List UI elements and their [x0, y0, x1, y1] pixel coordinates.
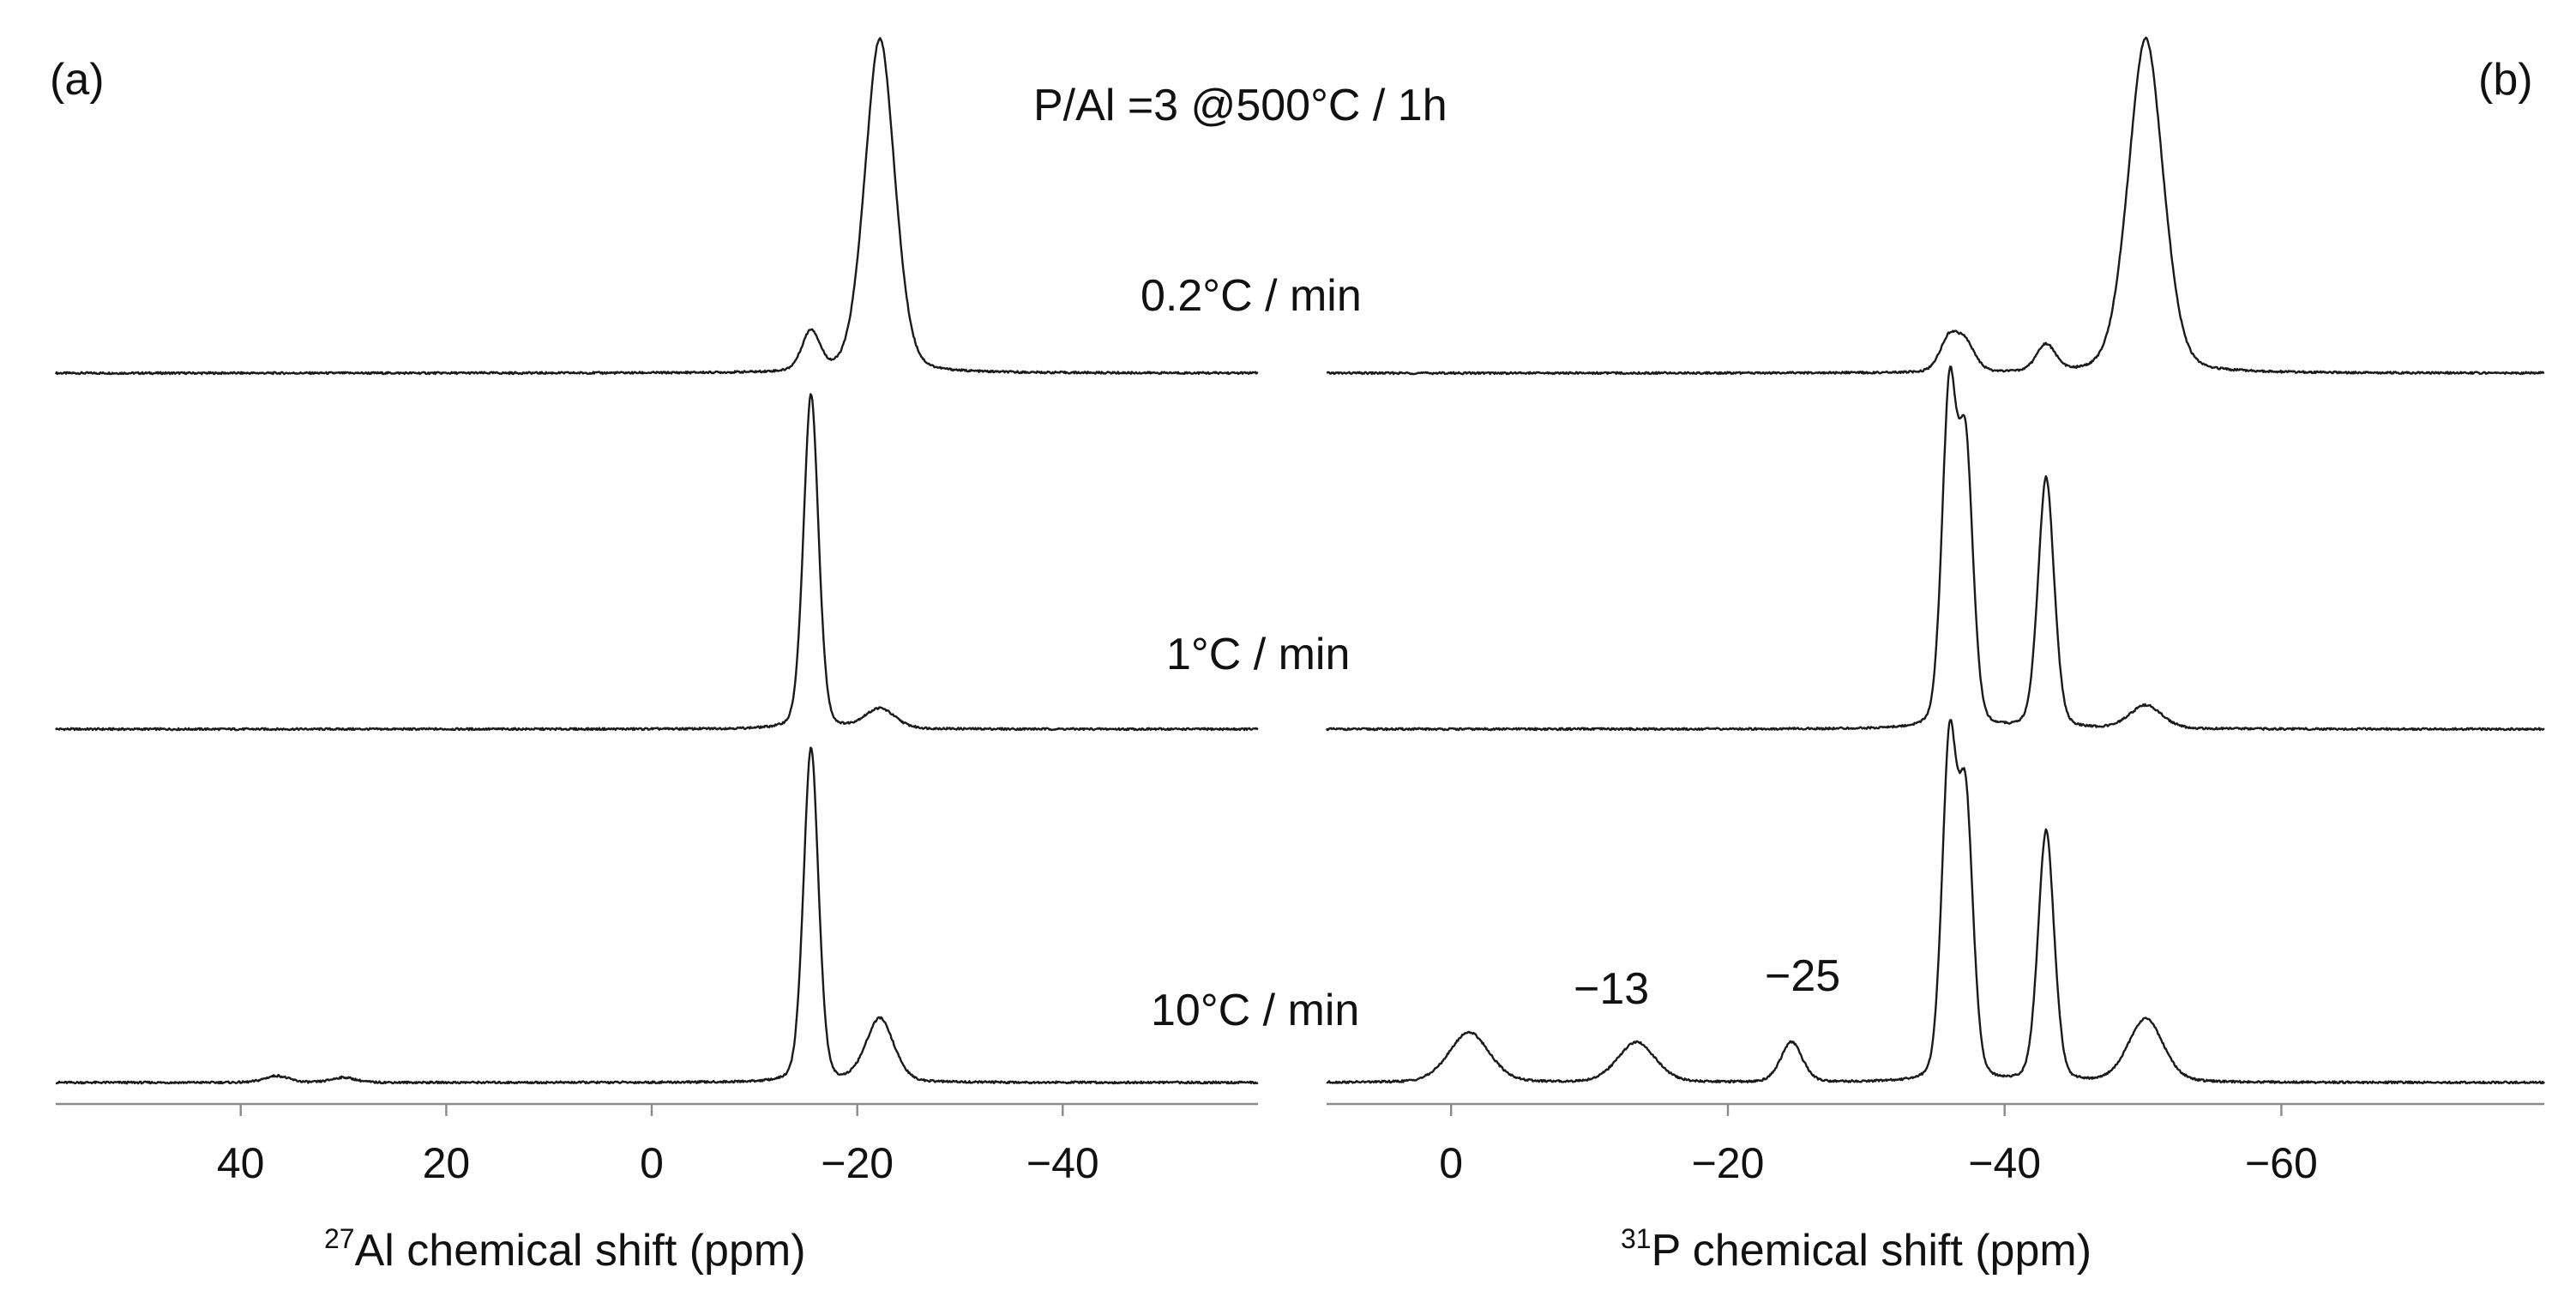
- x-tick-label-a-4: −40: [1026, 1139, 1099, 1187]
- x-tick-label-b-0: 0: [1439, 1139, 1463, 1187]
- panel-b-x-axis-title: 31P chemical shift (ppm): [1621, 1223, 2091, 1276]
- x-tick-label-b-3: −60: [2245, 1139, 2318, 1187]
- x-tick-label-b-1: −20: [1692, 1139, 1765, 1187]
- x-tick-label-a-0: 40: [217, 1139, 265, 1187]
- spectrum-b-3: [1326, 719, 2545, 1085]
- spectrum-b-1: [1326, 36, 2545, 376]
- series-label-10-c-per-min: 10°C / min: [1151, 986, 1359, 1035]
- panel-b-label: (b): [2478, 55, 2533, 105]
- series-label-1-c-per-min: 1°C / min: [1166, 630, 1350, 679]
- chart-title: P/Al =3 @500°C / 1h: [1033, 81, 1447, 130]
- panel-a-x-axis-title: 27Al chemical shift (ppm): [324, 1223, 806, 1276]
- spectrum-a-1: [54, 37, 1259, 376]
- panel-b-plot: 0 −20 −40 −60 31P chemical shift (ppm): [1325, 36, 2545, 1276]
- annotation-minus-25: −25: [1765, 951, 1840, 1001]
- x-tick-label-a-3: −20: [821, 1139, 894, 1187]
- x-tick-label-a-1: 20: [423, 1139, 471, 1187]
- annotation-minus-13: −13: [1574, 964, 1649, 1014]
- spectrum-a-2: [55, 393, 1259, 732]
- spectrum-b-2: [1325, 365, 2545, 732]
- x-tick-label-b-2: −40: [1968, 1139, 2041, 1187]
- panel-a-plot: 40 20 0 −20 −40 27Al chemical shift (ppm): [54, 37, 1259, 1276]
- x-tick-label-a-2: 0: [640, 1139, 664, 1187]
- panel-a-label: (a): [50, 55, 105, 105]
- spectrum-a-3: [55, 746, 1259, 1085]
- series-label-0-2-c-per-min: 0.2°C / min: [1141, 271, 1362, 321]
